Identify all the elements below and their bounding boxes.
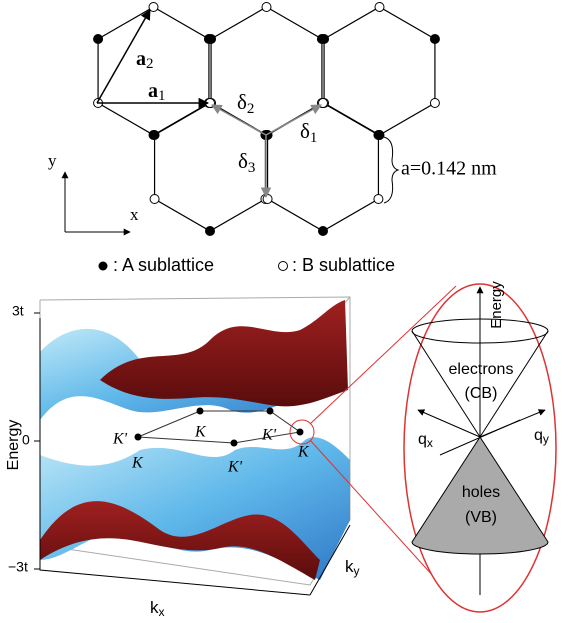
subscript: y: [354, 564, 360, 578]
hexagon: [211, 7, 322, 135]
legend-b: : B sublattice: [292, 255, 395, 275]
axis-y-label: y: [48, 151, 57, 170]
k-point: [135, 434, 142, 441]
atom-a: [207, 35, 216, 44]
symbol: δ: [300, 119, 310, 143]
subscript: x: [427, 436, 433, 450]
atom-a: [94, 35, 103, 44]
lattice: [94, 3, 440, 236]
subscript: y: [543, 432, 549, 446]
figure: a2 a1 δ2 δ1 δ3 a=0.142 nm y x : A sublat…: [0, 0, 572, 623]
atom-a: [430, 35, 439, 44]
atom-b: [150, 195, 159, 204]
k-point: [197, 408, 204, 415]
atom-b: [430, 99, 439, 108]
k-label: K': [261, 427, 277, 444]
atom-a: [319, 227, 328, 236]
k-label: K': [227, 459, 243, 476]
k-label: K': [112, 431, 128, 448]
atom-a: [374, 131, 383, 140]
atom-a: [150, 131, 159, 140]
symbol: q: [418, 431, 427, 448]
atom-b: [262, 3, 271, 12]
symbol: δ: [237, 90, 247, 114]
bond-brace: [384, 137, 398, 203]
delta2-label: δ2: [237, 90, 254, 118]
cone-upper: (CB): [465, 385, 498, 402]
atom-b: [149, 3, 158, 12]
bond-length: a=0.142 nm: [401, 158, 497, 180]
subscript: x: [159, 605, 165, 619]
atom-b: [263, 195, 272, 204]
legend-b-marker: [279, 262, 288, 271]
atom-a: [320, 35, 329, 44]
axis-x-label: x: [130, 205, 139, 224]
legend-a-marker: [99, 262, 108, 271]
subscript: 2: [146, 56, 154, 72]
cone-lower: (VB): [465, 509, 497, 526]
k-point: [231, 440, 238, 447]
hexagon: [324, 7, 435, 135]
symbol: δ: [238, 149, 248, 173]
cone-energy-label: Energy: [488, 281, 505, 329]
subscript: 1: [158, 88, 166, 104]
band-plot: 3t 0 −3t Energy kx ky K' K K K' K' K: [5, 297, 359, 619]
k-point: [267, 408, 274, 415]
k-label: K: [131, 455, 144, 472]
atom-b: [374, 195, 383, 204]
delta3-label: δ3: [238, 149, 255, 177]
subscript: 3: [248, 160, 256, 176]
symbol: a: [136, 48, 146, 70]
y-tick-label: −3t: [8, 559, 28, 575]
subscript: 1: [310, 130, 318, 146]
subscript: 2: [247, 101, 255, 117]
z-axis-label: ky: [345, 557, 360, 578]
legend-a: : A sublattice: [113, 255, 214, 275]
a1-label: a1: [148, 80, 166, 105]
y-tick-label: 0: [22, 432, 30, 448]
delta1-label: δ1: [300, 119, 317, 147]
symbol: a: [148, 80, 158, 102]
atom-b: [375, 3, 384, 12]
cone-lower: holes: [462, 484, 500, 501]
y-tick-label: 3t: [12, 303, 24, 319]
k-label: K: [297, 444, 310, 461]
k-point: [297, 429, 304, 436]
upper-band-ridge: [100, 300, 348, 406]
symbol: q: [534, 427, 543, 444]
k-label: K: [194, 424, 207, 441]
a2-label: a2: [136, 48, 154, 73]
cone-upper: electrons: [449, 361, 514, 378]
x-axis-label: kx: [150, 598, 165, 619]
y-axis-label: Energy: [5, 420, 22, 471]
atom-a: [206, 227, 215, 236]
hexagon: [268, 103, 379, 231]
